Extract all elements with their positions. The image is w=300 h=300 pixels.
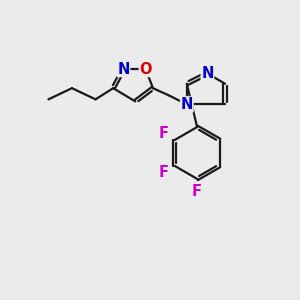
Text: F: F [192,184,202,199]
Text: F: F [159,165,169,180]
Text: N: N [117,61,130,76]
Text: F: F [159,126,169,141]
Text: N: N [181,97,193,112]
Text: O: O [139,61,152,76]
Text: N: N [201,66,214,81]
